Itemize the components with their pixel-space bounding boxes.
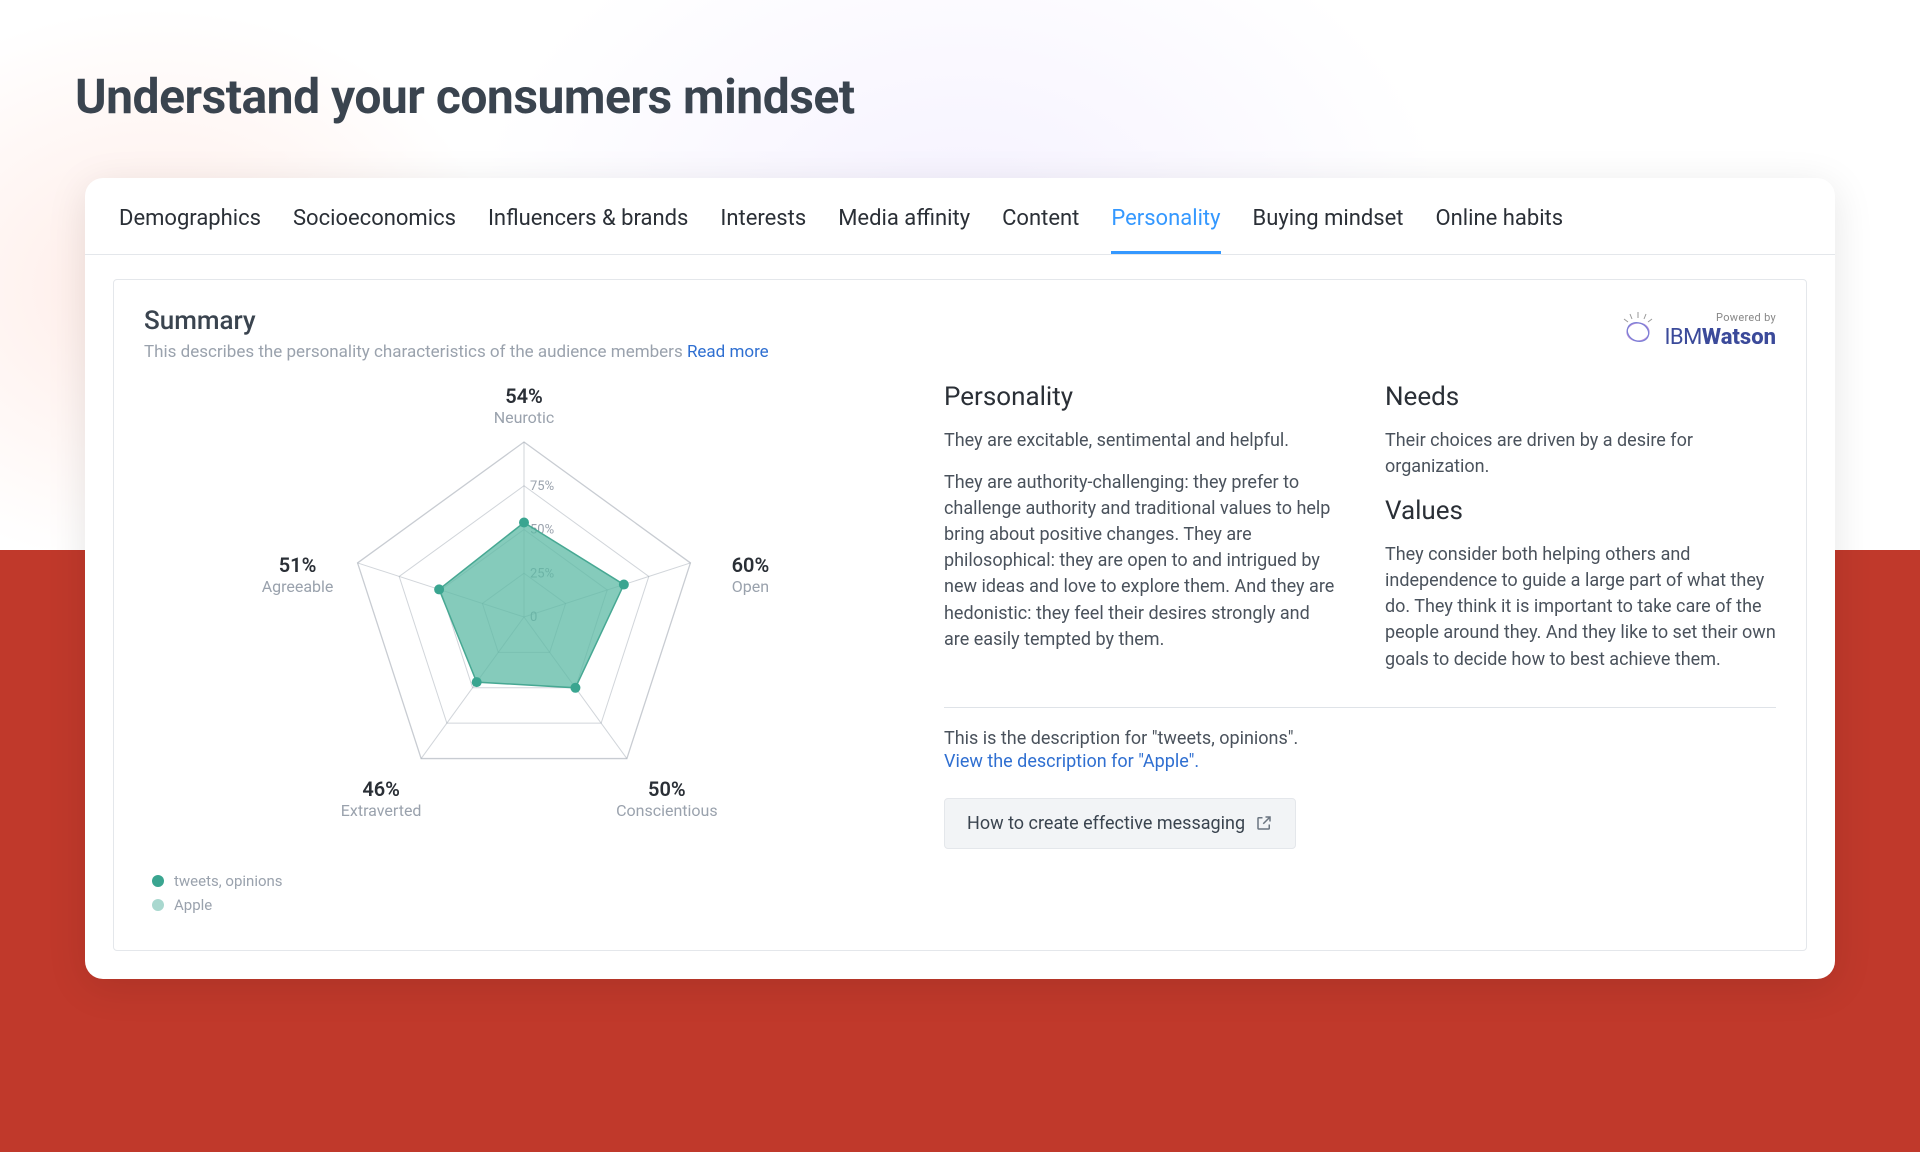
- text-column: Personality They are excitable, sentimen…: [944, 382, 1776, 920]
- legend-item: Apple: [152, 896, 904, 914]
- svg-text:75%: 75%: [530, 479, 554, 494]
- description-line: This is the description for "tweets, opi…: [944, 728, 1776, 749]
- radar-axis-agreeable: 51%Agreeable: [243, 553, 353, 596]
- needs-values-block: Needs Their choices are driven by a desi…: [1385, 382, 1776, 689]
- radar-svg: 025%50%75%: [264, 392, 784, 832]
- radar-axis-conscientious: 50%Conscientious: [612, 777, 722, 820]
- summary-header: Summary This describes the personality c…: [144, 306, 1776, 362]
- chart-column: 025%50%75% 54%Neurotic 60%Open 50%Conscien…: [144, 382, 904, 920]
- legend-item: tweets, opinions: [152, 872, 904, 890]
- tab-content[interactable]: Content: [1002, 206, 1079, 254]
- watson-logo-icon: [1620, 310, 1656, 346]
- page-title: Understand your consumers mindset: [75, 68, 855, 125]
- personality-p1: They are excitable, sentimental and help…: [944, 428, 1335, 454]
- tab-interests[interactable]: Interests: [720, 206, 806, 254]
- tabs: Demographics Socioeconomics Influencers & …: [85, 178, 1835, 255]
- effective-messaging-button[interactable]: How to create effective messaging: [944, 798, 1296, 849]
- legend-dot-icon: [152, 899, 164, 911]
- tab-personality[interactable]: Personality: [1111, 206, 1220, 254]
- tab-media-affinity[interactable]: Media affinity: [838, 206, 970, 254]
- personality-p2: They are authority-challenging: they pre…: [944, 470, 1335, 653]
- radar-axis-extraverted: 46%Extraverted: [326, 777, 436, 820]
- tab-demographics[interactable]: Demographics: [119, 206, 261, 254]
- cta-label: How to create effective messaging: [967, 813, 1245, 834]
- tab-influencers-brands[interactable]: Influencers & brands: [488, 206, 688, 254]
- chart-legend: tweets, opinions Apple: [144, 872, 904, 914]
- summary-sub: This describes the personality character…: [144, 342, 769, 362]
- divider: [944, 707, 1776, 708]
- legend-dot-icon: [152, 875, 164, 887]
- panel-body: 025%50%75% 54%Neurotic 60%Open 50%Conscien…: [144, 382, 1776, 920]
- summary-panel: Summary This describes the personality c…: [113, 279, 1807, 951]
- tab-buying-mindset[interactable]: Buying mindset: [1253, 206, 1404, 254]
- needs-heading: Needs: [1385, 382, 1776, 412]
- needs-p1: Their choices are driven by a desire for…: [1385, 428, 1776, 480]
- personality-heading: Personality: [944, 382, 1335, 412]
- radar-axis-open: 60%Open: [695, 553, 805, 596]
- radar-axis-neurotic: 54%Neurotic: [469, 384, 579, 427]
- watson-watson-label: Watson: [1702, 325, 1776, 350]
- main-card: Demographics Socioeconomics Influencers & …: [85, 178, 1835, 979]
- legend-label: Apple: [174, 896, 212, 914]
- summary-subtitle-text: This describes the personality character…: [144, 342, 687, 362]
- values-p1: They consider both helping others and in…: [1385, 542, 1776, 672]
- view-apple-description-link[interactable]: View the description for "Apple".: [944, 751, 1776, 772]
- watson-ibm-label: IBM: [1664, 325, 1701, 350]
- watson-powered-label: Powered by: [1716, 311, 1776, 324]
- legend-label: tweets, opinions: [174, 872, 283, 890]
- tab-socioeconomics[interactable]: Socioeconomics: [293, 206, 456, 254]
- summary-title: Summary: [144, 306, 769, 336]
- tab-online-habits[interactable]: Online habits: [1436, 206, 1564, 254]
- radar-chart: 025%50%75% 54%Neurotic 60%Open 50%Conscien…: [144, 382, 904, 862]
- read-more-link[interactable]: Read more: [687, 342, 769, 362]
- text-columns-top: Personality They are excitable, sentimen…: [944, 382, 1776, 689]
- personality-block: Personality They are excitable, sentimen…: [944, 382, 1335, 689]
- values-heading: Values: [1385, 496, 1776, 526]
- external-link-icon: [1255, 814, 1273, 832]
- watson-badge: Powered by IBMWatson: [1620, 306, 1776, 350]
